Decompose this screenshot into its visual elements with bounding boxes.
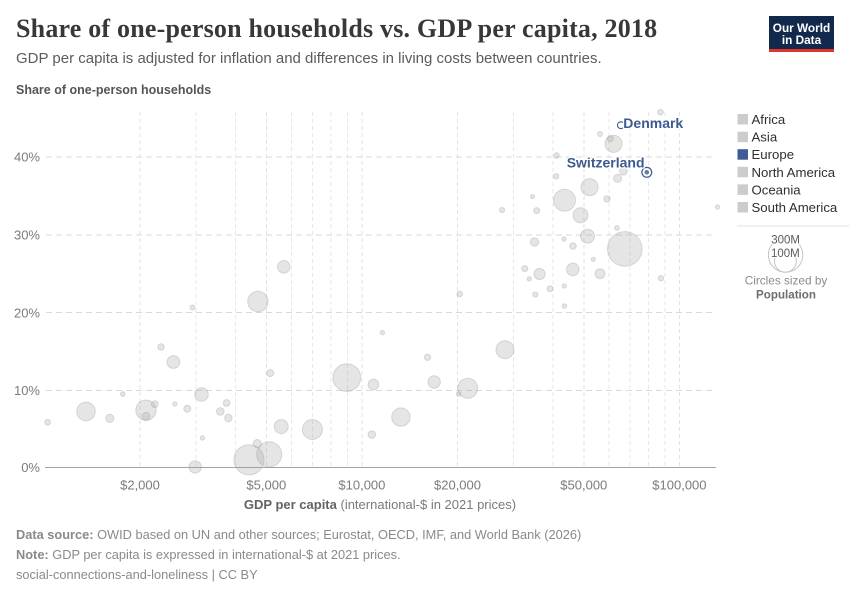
svg-text:$50,000: $50,000 <box>560 478 607 493</box>
svg-text:North America: North America <box>752 165 836 180</box>
svg-text:300M: 300M <box>771 235 800 247</box>
svg-text:Oceania: Oceania <box>752 182 802 197</box>
svg-text:40%: 40% <box>14 150 40 165</box>
svg-text:Switzerland: Switzerland <box>567 155 645 171</box>
svg-text:GDP per capita (international-: GDP per capita (international-$ in 2021 … <box>244 497 516 512</box>
svg-text:$5,000: $5,000 <box>246 478 286 493</box>
svg-text:Europe: Europe <box>752 147 795 162</box>
svg-text:0%: 0% <box>21 460 40 475</box>
svg-text:$100,000: $100,000 <box>652 478 706 493</box>
svg-text:Population: Population <box>756 289 816 302</box>
svg-text:Africa: Africa <box>752 112 786 127</box>
svg-text:$20,000: $20,000 <box>434 478 481 493</box>
svg-text:20%: 20% <box>14 305 40 320</box>
svg-text:Circles sized by: Circles sized by <box>745 274 828 288</box>
svg-text:Denmark: Denmark <box>623 115 683 131</box>
svg-text:100M: 100M <box>771 248 800 260</box>
svg-text:10%: 10% <box>14 383 40 398</box>
svg-text:$2,000: $2,000 <box>120 478 160 493</box>
svg-text:South America: South America <box>752 200 838 215</box>
svg-text:$10,000: $10,000 <box>338 478 385 493</box>
svg-text:30%: 30% <box>14 228 40 243</box>
svg-text:Asia: Asia <box>752 130 778 145</box>
